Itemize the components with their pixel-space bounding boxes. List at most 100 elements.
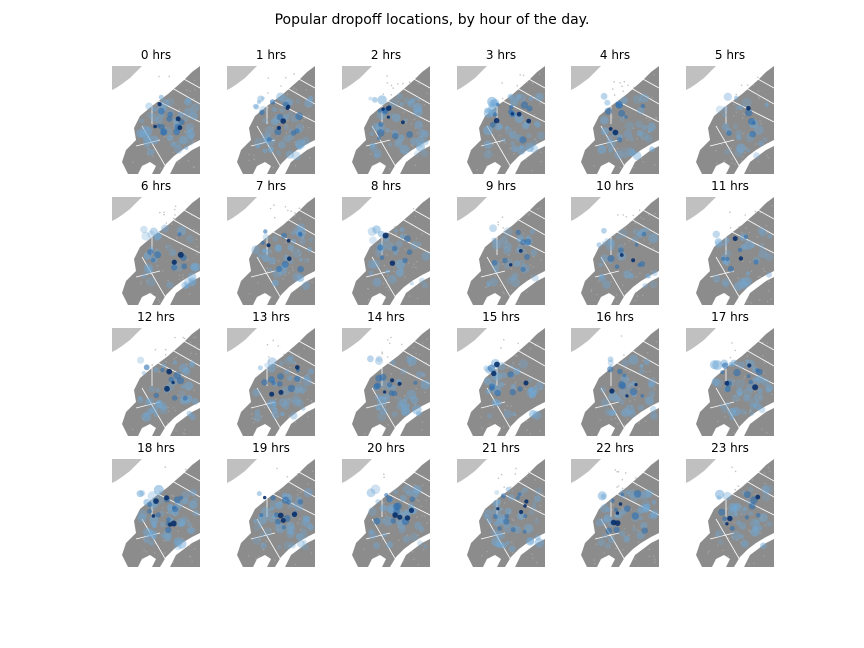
land-texture-dot xyxy=(771,393,773,396)
density-blob xyxy=(376,129,385,137)
map-svg xyxy=(457,459,545,567)
map-svg xyxy=(342,328,430,436)
density-blob xyxy=(499,506,504,512)
land-texture-dot xyxy=(277,415,279,418)
density-blob xyxy=(518,233,525,240)
land-texture-dot xyxy=(153,149,155,151)
density-blob xyxy=(418,241,423,246)
density-blob xyxy=(735,387,744,396)
land-texture-dot xyxy=(654,388,656,390)
land-texture-dot xyxy=(630,268,632,271)
land-texture-dot xyxy=(270,250,273,253)
density-blob xyxy=(485,388,492,395)
density-blob xyxy=(486,280,491,285)
density-blob xyxy=(534,92,544,102)
density-blob xyxy=(640,103,646,109)
land-texture-dot xyxy=(624,472,627,474)
density-blob xyxy=(405,489,413,497)
land-texture-dot xyxy=(736,538,739,541)
density-blob xyxy=(307,246,313,252)
land-texture-dot xyxy=(511,518,513,520)
density-blob xyxy=(605,527,613,535)
density-hotspot xyxy=(389,260,396,266)
density-blob xyxy=(391,113,401,123)
density-blob xyxy=(272,235,279,242)
land-texture-dot xyxy=(506,405,509,407)
land-texture-dot xyxy=(253,154,255,157)
land-texture-dot xyxy=(745,147,748,149)
density-blob xyxy=(528,96,534,102)
land-texture-dot xyxy=(397,100,399,103)
density-blob xyxy=(504,263,511,269)
density-blob xyxy=(486,518,493,524)
boundary-line xyxy=(135,270,161,278)
density-blob xyxy=(644,396,655,406)
density-blob xyxy=(744,240,754,250)
land-texture-dot xyxy=(175,356,178,359)
land-texture-dot xyxy=(626,418,629,420)
density-blob xyxy=(493,521,499,527)
density-blob xyxy=(158,107,165,115)
land-texture-dot xyxy=(402,111,405,113)
density-blob xyxy=(254,137,264,148)
map-svg xyxy=(571,328,659,436)
land-texture-dot xyxy=(731,466,733,468)
land-texture-dot xyxy=(531,553,533,555)
density-blob xyxy=(628,149,636,157)
density-blob xyxy=(509,389,516,396)
density-blob xyxy=(733,503,739,509)
land-texture-dot xyxy=(622,116,625,118)
density-blob xyxy=(147,249,154,256)
density-blob xyxy=(483,149,493,159)
east-river xyxy=(619,402,659,436)
land-texture-dot xyxy=(165,361,167,363)
land-texture-dot xyxy=(741,231,743,234)
density-blob xyxy=(754,392,764,402)
density-blob xyxy=(503,523,513,534)
density-blob xyxy=(271,400,277,406)
density-blob xyxy=(178,390,186,398)
land-texture-dot xyxy=(537,95,540,98)
density-hotspot xyxy=(494,361,500,368)
density-blob xyxy=(502,241,513,252)
density-blob xyxy=(748,379,754,385)
density-blob xyxy=(404,235,411,243)
land-texture-dot xyxy=(426,338,428,340)
land-texture-dot xyxy=(522,74,525,77)
density-blob xyxy=(513,260,521,268)
new-jersey-land xyxy=(227,66,257,90)
density-blob xyxy=(721,122,730,131)
land-texture-dot xyxy=(509,486,512,488)
land-texture-dot xyxy=(267,77,270,79)
density-blob xyxy=(268,267,273,272)
density-hotspot xyxy=(524,499,529,504)
land-texture-dot xyxy=(752,479,754,481)
land-texture-dot xyxy=(385,286,388,288)
density-blob xyxy=(629,136,635,142)
land-texture-dot xyxy=(260,415,263,417)
land-texture-dot xyxy=(417,563,420,566)
boundary-line xyxy=(411,77,430,89)
density-blob xyxy=(615,101,623,109)
density-blob xyxy=(727,407,737,417)
density-blob xyxy=(499,235,508,244)
density-hotspot xyxy=(383,390,387,394)
density-blob xyxy=(526,105,533,112)
land-texture-dot xyxy=(529,432,532,435)
land-texture-dot xyxy=(167,279,169,282)
boundary-line xyxy=(745,349,774,367)
density-blob xyxy=(721,256,726,261)
density-blob xyxy=(155,400,162,407)
map-panel: 19 hrs xyxy=(227,441,315,567)
land-texture-dot xyxy=(648,242,651,245)
land-texture-dot xyxy=(619,99,621,101)
boundary-line xyxy=(296,470,315,482)
density-blob xyxy=(291,360,296,365)
density-blob xyxy=(399,144,410,155)
land-texture-dot xyxy=(172,561,175,563)
new-jersey-land xyxy=(571,66,601,90)
density-blob xyxy=(607,139,616,149)
density-blob xyxy=(415,410,422,417)
boundary-line xyxy=(256,256,286,305)
density-blob xyxy=(281,492,287,498)
